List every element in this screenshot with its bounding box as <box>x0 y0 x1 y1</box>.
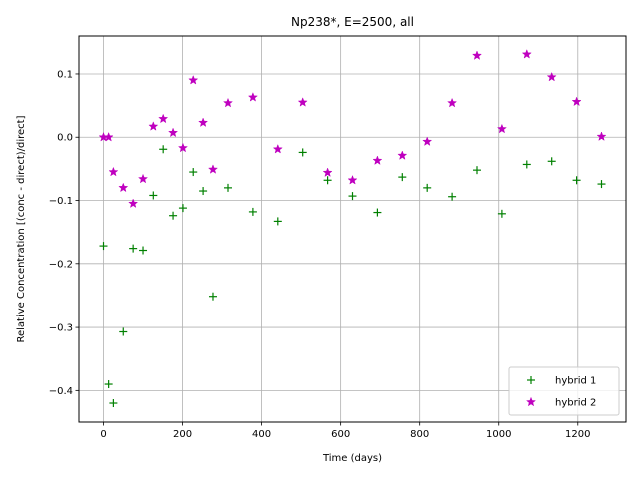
data-point <box>522 160 531 169</box>
x-tick-label: 800 <box>410 429 429 440</box>
data-point <box>397 150 408 160</box>
data-point <box>108 166 119 177</box>
x-tick-label: 0 <box>100 429 106 440</box>
data-point <box>137 173 149 184</box>
axis-ticks: 0 200 400 600 800 1000 1200 −0.4 −0.3 −0.2 −0.1 0.0… <box>49 69 591 440</box>
data-point <box>118 182 129 193</box>
data-point <box>273 217 282 226</box>
series-1 <box>99 145 606 408</box>
x-axis-label: Time (days) <box>322 453 382 464</box>
legend-marker <box>525 396 537 407</box>
data-point <box>297 97 308 107</box>
y-tick-label: −0.2 <box>49 259 73 270</box>
data-point <box>247 92 258 102</box>
data-point <box>347 174 358 185</box>
y-tick-label: −0.3 <box>49 323 73 334</box>
data-point <box>104 380 113 389</box>
data-point <box>168 127 179 138</box>
data-point <box>496 123 507 134</box>
y-tick-label: −0.1 <box>49 196 73 207</box>
data-point <box>177 142 188 153</box>
data-point <box>322 167 333 177</box>
data-point <box>207 164 219 174</box>
data-point <box>423 183 432 192</box>
data-point <box>571 96 582 107</box>
data-point <box>472 166 481 175</box>
data-point <box>178 204 187 213</box>
data-point <box>128 198 139 208</box>
legend-marker <box>527 376 535 384</box>
data-point <box>422 136 433 146</box>
data-point <box>497 209 506 218</box>
data-point <box>199 187 208 196</box>
x-tick-label: 1000 <box>486 429 511 440</box>
data-point <box>158 113 169 124</box>
x-tick-label: 400 <box>252 429 271 440</box>
series-2 <box>98 49 607 208</box>
data-point <box>521 49 532 59</box>
data-point <box>99 242 108 251</box>
data-point <box>149 191 158 200</box>
plot-frame <box>78 35 627 423</box>
data-point <box>272 143 283 154</box>
y-axis-label: Relative Concentration [(conc - direct)/… <box>16 115 27 342</box>
legend: hybrid 1 hybrid 2 <box>508 366 620 416</box>
data-point <box>596 131 607 141</box>
data-point <box>129 244 138 253</box>
data-point <box>189 168 198 177</box>
data-point <box>597 180 606 189</box>
data-point <box>159 145 168 154</box>
data-point <box>198 117 209 127</box>
data-point <box>119 327 128 336</box>
chart-title: Np238*, E=2500, all <box>291 15 414 29</box>
data-point <box>448 192 457 201</box>
data-point <box>222 97 234 108</box>
legend-box <box>508 366 620 416</box>
data-point <box>224 183 233 192</box>
data-point <box>471 50 483 60</box>
data-point <box>148 121 159 131</box>
data-point <box>109 399 118 408</box>
data-point <box>103 131 114 142</box>
data-point <box>323 176 332 185</box>
grid <box>79 36 626 422</box>
data-point <box>572 176 581 185</box>
data-point <box>298 148 307 157</box>
x-tick-label: 200 <box>173 429 192 440</box>
data-point <box>447 97 458 108</box>
data-point <box>348 192 357 201</box>
data-point <box>398 173 407 182</box>
data-point <box>547 157 556 166</box>
data-point <box>546 71 557 82</box>
data-point <box>248 207 257 216</box>
data-point <box>373 208 382 217</box>
data-points <box>98 49 607 408</box>
legend-entry: hybrid 2 <box>555 398 596 409</box>
data-point <box>208 292 217 301</box>
data-point <box>188 74 199 85</box>
data-point <box>372 155 383 165</box>
x-tick-label: 600 <box>331 429 350 440</box>
y-tick-label: 0.1 <box>57 69 73 80</box>
data-point <box>139 246 148 255</box>
legend-entry: hybrid 1 <box>555 376 596 387</box>
y-tick-label: 0.0 <box>57 133 73 144</box>
y-tick-label: −0.4 <box>49 386 73 397</box>
x-tick-label: 1200 <box>565 429 590 440</box>
data-point <box>169 211 178 220</box>
